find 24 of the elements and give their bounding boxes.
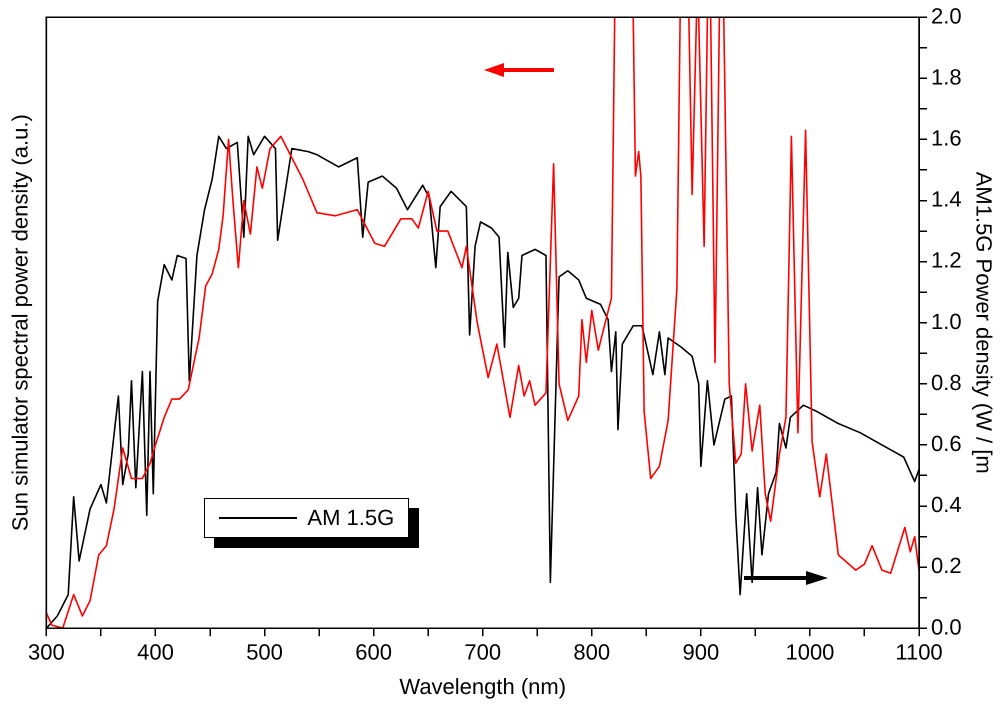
x-tick-label: 300: [28, 639, 65, 664]
x-tick-label: 900: [682, 639, 720, 664]
y2-tick-label: 0.8: [931, 370, 962, 395]
x-tick-label: 1100: [895, 639, 943, 664]
x-axis-title: Wavelength (nm): [399, 674, 566, 699]
y2-tick-label: 0.2: [931, 553, 962, 578]
y2-tick-label: 1.8: [931, 64, 962, 90]
x-tick-label: 400: [137, 639, 174, 664]
y2-tick-label: 0.4: [931, 492, 962, 518]
y2-tick-label: 1.0: [931, 308, 962, 334]
x-tick-label: 1000: [785, 639, 834, 664]
y2-axis-title: AM1.5G Power density (W / [m: [972, 172, 997, 474]
y-axis-title: Sun simulator spectral power density (a.u.): [7, 114, 32, 532]
y2-tick-label: 1.6: [931, 125, 962, 150]
y2-tick-label: 1.2: [931, 248, 962, 273]
y2-tick-label: 1.4: [931, 186, 962, 212]
x-tick-label: 600: [355, 639, 392, 664]
y2-tick-label: 0.0: [931, 614, 962, 640]
y2-tick-label: 2.0: [931, 3, 962, 28]
x-tick-label: 800: [573, 639, 610, 664]
legend-label: AM 1.5G: [307, 505, 394, 532]
x-tick-label: 700: [464, 639, 502, 664]
y2-tick-label: 0.6: [931, 430, 962, 456]
x-tick-label: 500: [246, 639, 283, 664]
